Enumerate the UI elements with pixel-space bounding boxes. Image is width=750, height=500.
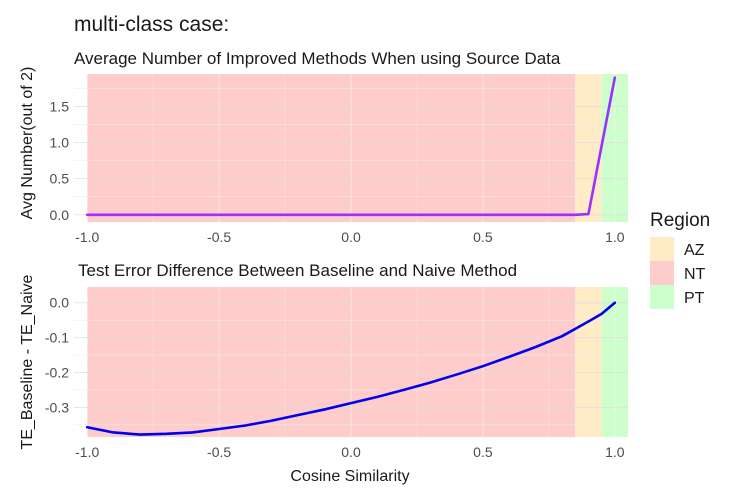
panel2-ylabel: TE_Baseline - TE_Naive bbox=[19, 274, 36, 449]
p1-region-az bbox=[575, 74, 602, 222]
p2-xtick-label: 0.5 bbox=[473, 444, 493, 460]
panel1-plot: -1.0 -0.5 0.0 0.5 1.0 0.0 0.5 1.0 1.5 bbox=[50, 74, 628, 245]
p2-series-line bbox=[85, 301, 617, 436]
p1-ytick-label: 1.5 bbox=[50, 98, 70, 114]
p2-ytick-label: -0.2 bbox=[45, 364, 69, 380]
p2-region-pt bbox=[601, 287, 628, 437]
panel2-plot: -1.0 -0.5 0.0 0.5 1.0 -0.3 -0.2 -0.1 0.0 bbox=[45, 287, 628, 460]
panel1-title: Average Number of Improved Methods When … bbox=[74, 49, 561, 68]
p1-xtick-label: -0.5 bbox=[207, 229, 231, 245]
p1-region-nt bbox=[87, 74, 576, 222]
legend-label-az: AZ bbox=[684, 242, 705, 259]
legend-swatch-nt bbox=[650, 261, 674, 285]
p1-xtick-label: -1.0 bbox=[75, 229, 99, 245]
legend: Region AZ NT PT bbox=[650, 210, 710, 309]
p2-region-az bbox=[575, 287, 602, 437]
legend-title: Region bbox=[650, 210, 710, 231]
p1-region-pt bbox=[601, 74, 628, 222]
p2-ytick-label: 0.0 bbox=[50, 295, 70, 311]
panel2-title: Test Error Difference Between Baseline a… bbox=[78, 261, 517, 280]
p1-xtick-label: 0.5 bbox=[473, 229, 493, 245]
p2-ytick-label: -0.3 bbox=[45, 399, 69, 415]
figure-title: multi-class case: bbox=[74, 13, 229, 36]
panel1-ylabel: Avg Number(out of 2) bbox=[19, 67, 36, 220]
legend-label-pt: PT bbox=[684, 290, 705, 307]
p2-xtick-label: -1.0 bbox=[75, 444, 99, 460]
legend-swatch-az bbox=[650, 237, 674, 261]
p2-xtick-label: 1.0 bbox=[605, 444, 625, 460]
p1-series-line bbox=[85, 76, 617, 217]
p1-ytick-label: 0.0 bbox=[50, 207, 70, 223]
p2-xtick-label: -0.5 bbox=[207, 444, 231, 460]
p2-xtick-label: 0.0 bbox=[341, 444, 361, 460]
p1-xtick-label: 1.0 bbox=[605, 229, 625, 245]
p2-ytick-label: -0.1 bbox=[45, 330, 69, 346]
p1-ytick-label: 0.5 bbox=[50, 171, 70, 187]
p1-xtick-label: 0.0 bbox=[341, 229, 361, 245]
legend-label-nt: NT bbox=[684, 266, 706, 283]
legend-swatch-pt bbox=[650, 285, 674, 309]
p1-ytick-label: 1.0 bbox=[50, 135, 70, 151]
x-axis-label: Cosine Similarity bbox=[290, 468, 409, 485]
p2-region-nt bbox=[87, 287, 576, 437]
